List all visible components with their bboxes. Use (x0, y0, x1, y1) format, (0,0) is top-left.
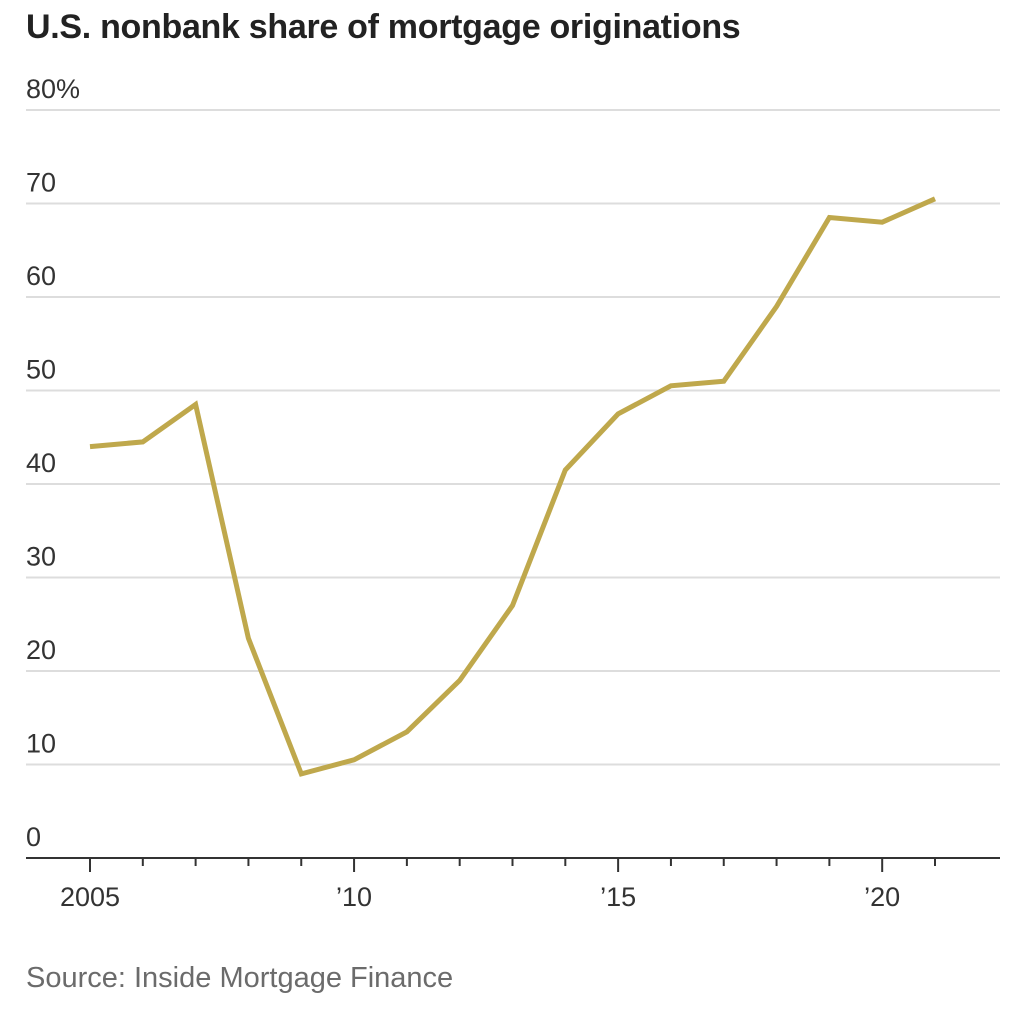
source-note: Source: Inside Mortgage Finance (26, 962, 454, 994)
x-tick-label-2020: ’20 (864, 882, 900, 912)
y-tick-label-10: 10 (26, 729, 56, 759)
y-tick-label-60: 60 (26, 261, 56, 291)
x-axis (26, 857, 1000, 872)
y-tick-label-40: 40 (26, 448, 56, 478)
y-tick-label-20: 20 (26, 635, 56, 665)
series-line-0 (89, 196, 937, 777)
y-tick-label-30: 30 (26, 542, 56, 572)
x-axis-tick-labels: 2005 ’10 ’15 ’20 (60, 882, 900, 912)
y-tick-label-0: 0 (26, 822, 41, 852)
x-tick-label-2010: ’10 (336, 882, 372, 912)
y-axis-tick-labels: 0 10 20 30 40 50 60 70 80% (26, 74, 80, 852)
x-tick-label-2015: ’15 (600, 882, 636, 912)
chart-title: U.S. nonbank share of mortgage originati… (26, 8, 741, 46)
y-tick-label-70: 70 (26, 168, 56, 198)
y-tick-label-80: 80% (26, 74, 80, 104)
series-layer (89, 196, 937, 777)
y-tick-label-50: 50 (26, 355, 56, 385)
gridlines (26, 109, 1000, 766)
x-tick-label-2005: 2005 (60, 882, 120, 912)
